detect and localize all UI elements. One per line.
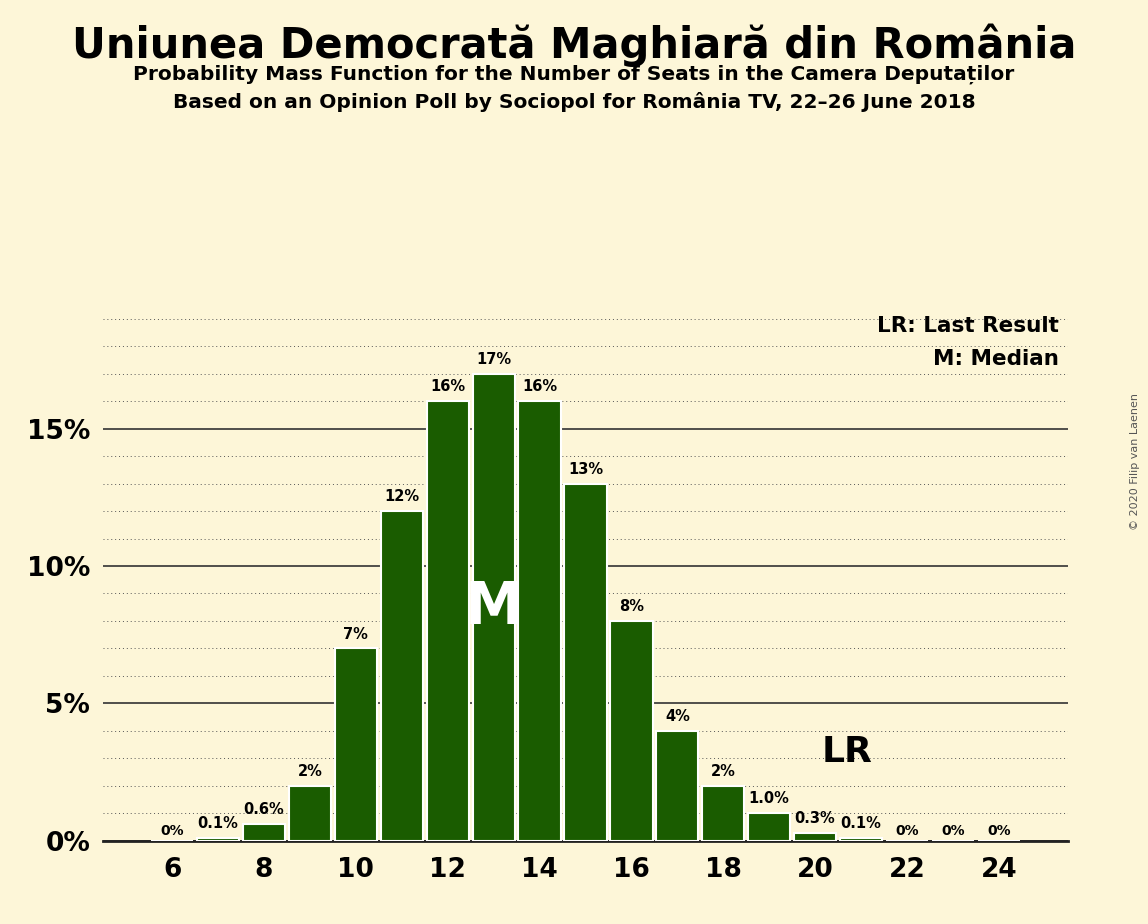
Bar [565, 483, 606, 841]
Text: 0%: 0% [941, 823, 964, 837]
Text: 2%: 2% [297, 764, 323, 779]
Text: 2%: 2% [711, 764, 736, 779]
Text: Uniunea Democrată Maghiară din România: Uniunea Democrată Maghiară din România [72, 23, 1076, 67]
Text: 13%: 13% [568, 462, 603, 477]
Bar [840, 838, 882, 841]
Bar [748, 813, 790, 841]
Bar [427, 401, 468, 841]
Bar [794, 833, 836, 841]
Text: 16%: 16% [430, 379, 465, 395]
Text: 0.1%: 0.1% [197, 816, 239, 832]
Bar [611, 621, 652, 841]
Text: 0.1%: 0.1% [840, 816, 882, 832]
Bar [197, 838, 239, 841]
Text: 1.0%: 1.0% [748, 792, 790, 807]
Bar [289, 786, 331, 841]
Bar [243, 824, 285, 841]
Text: 17%: 17% [476, 352, 511, 367]
Text: 0%: 0% [161, 823, 184, 837]
Bar [335, 649, 377, 841]
Text: 12%: 12% [385, 489, 419, 505]
Text: Based on an Opinion Poll by Sociopol for România TV, 22–26 June 2018: Based on an Opinion Poll by Sociopol for… [172, 92, 976, 113]
Bar [703, 786, 744, 841]
Bar [657, 731, 698, 841]
Text: © 2020 Filip van Laenen: © 2020 Filip van Laenen [1130, 394, 1140, 530]
Text: 7%: 7% [343, 626, 369, 641]
Bar [519, 401, 560, 841]
Text: LR: LR [822, 736, 872, 770]
Bar [473, 373, 514, 841]
Text: M: Median: M: Median [932, 349, 1058, 369]
Text: 0%: 0% [987, 823, 1010, 837]
Text: 0.3%: 0.3% [794, 810, 836, 826]
Text: 4%: 4% [665, 709, 690, 724]
Text: LR: Last Result: LR: Last Result [877, 316, 1058, 336]
Text: M: M [465, 578, 522, 636]
Text: 16%: 16% [522, 379, 557, 395]
Bar [381, 511, 422, 841]
Text: 0%: 0% [895, 823, 918, 837]
Text: 0.6%: 0.6% [243, 802, 285, 818]
Text: 8%: 8% [619, 599, 644, 614]
Text: Probability Mass Function for the Number of Seats in the Camera Deputaților: Probability Mass Function for the Number… [133, 65, 1015, 84]
